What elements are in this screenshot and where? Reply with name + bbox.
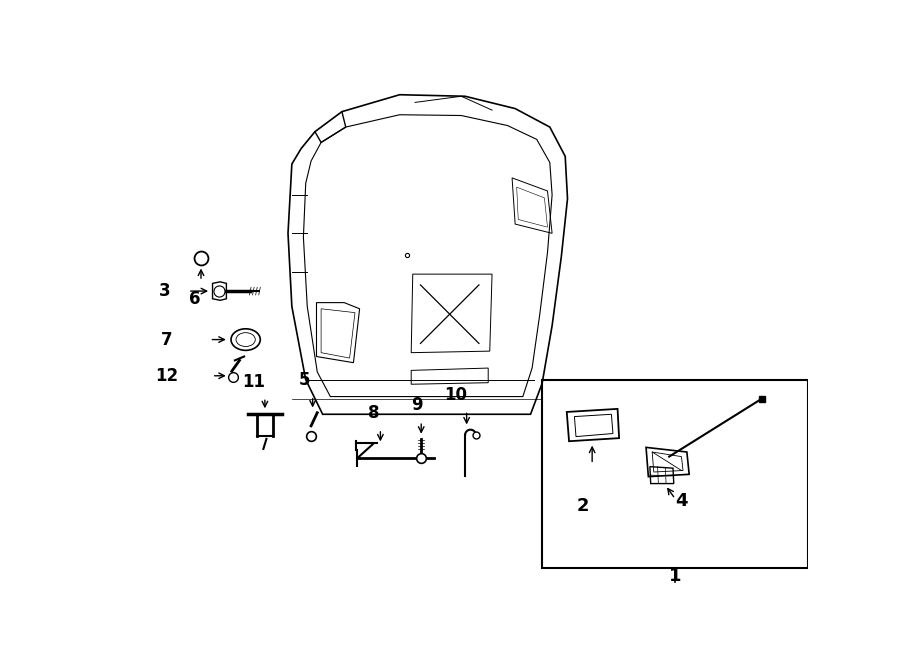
Text: 1: 1 — [669, 567, 681, 585]
Text: 10: 10 — [445, 385, 467, 404]
Text: 3: 3 — [158, 282, 170, 300]
Bar — [542, 379, 808, 568]
Text: 4: 4 — [675, 492, 688, 510]
Text: 11: 11 — [242, 373, 265, 391]
Text: 8: 8 — [368, 404, 380, 422]
Text: 6: 6 — [189, 290, 201, 308]
Text: 5: 5 — [299, 371, 310, 389]
Text: 12: 12 — [156, 367, 179, 385]
Text: 2: 2 — [577, 496, 590, 514]
Text: 9: 9 — [410, 397, 422, 414]
Text: 7: 7 — [161, 330, 173, 348]
